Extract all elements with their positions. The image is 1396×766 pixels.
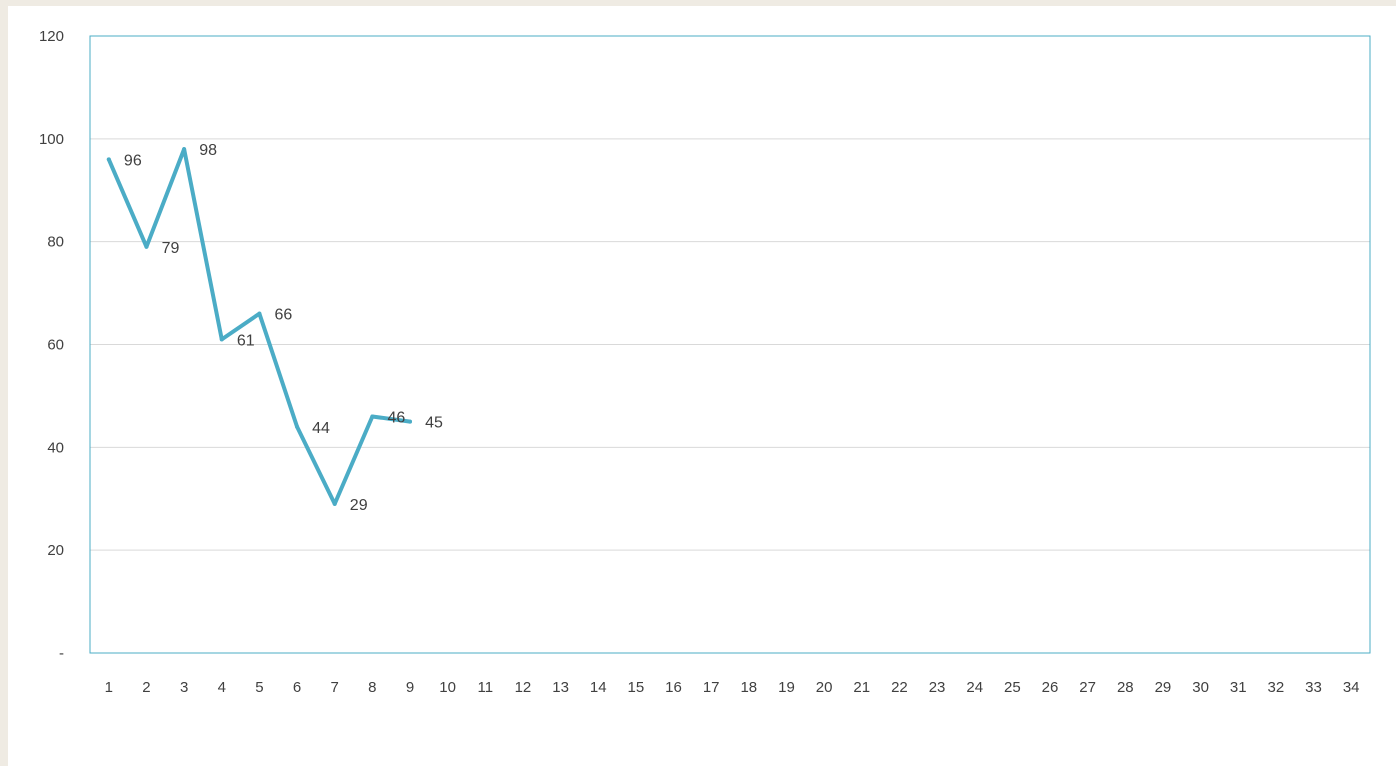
x-tick-label: 14 [590,679,607,696]
x-tick-label: 32 [1268,679,1285,696]
data-label: 79 [162,240,180,257]
series-line [106,147,412,506]
x-tick-label: 27 [1079,679,1096,696]
x-tick-label: 5 [255,679,263,696]
x-tick-label: 9 [406,679,414,696]
data-label: 66 [275,307,293,324]
x-tick-label: 30 [1192,679,1209,696]
x-tick-label: 6 [293,679,301,696]
x-tick-label: 21 [853,679,870,696]
x-tick-label: 31 [1230,679,1247,696]
data-label: 45 [425,415,443,432]
x-tick-label: 12 [515,679,532,696]
x-tick-label: 2 [142,679,150,696]
data-label: 44 [312,420,330,437]
data-points [106,147,412,506]
data-label: 29 [350,497,368,514]
x-tick-label: 8 [368,679,376,696]
data-point [106,157,111,162]
x-tick-label: 16 [665,679,682,696]
data-label: 98 [199,142,217,159]
x-tick-label: 23 [929,679,946,696]
y-axis-tick-labels: - 20 40 60 80 100 120 [39,28,64,662]
x-tick-label: 24 [966,679,983,696]
x-tick-label: 18 [740,679,757,696]
x-tick-label: 15 [628,679,645,696]
x-tick-label: 29 [1155,679,1172,696]
data-point [295,424,300,429]
data-point [144,244,149,249]
gridlines [90,138,1370,551]
x-tick-label: 3 [180,679,188,696]
x-tick-label: 4 [218,679,226,696]
y-tick-label: 80 [47,234,64,251]
data-point [182,147,187,152]
x-tick-label: 13 [552,679,569,696]
y-tick-label: - [59,645,64,662]
data-labels: 96 79 98 61 66 44 29 46 45 [124,142,443,514]
data-label: 61 [237,332,255,349]
data-point [408,419,412,424]
data-point [332,501,337,506]
y-tick-label: 20 [47,542,64,559]
x-tick-label: 28 [1117,679,1134,696]
x-tick-label: 25 [1004,679,1021,696]
x-axis-tick-labels: 1 2 3 4 5 6 7 8 9 10 11 12 13 14 15 16 17 18 19 20 21 22 23 24 2… [105,679,1360,696]
x-tick-label: 34 [1343,679,1360,696]
data-point [219,337,224,342]
x-tick-label: 17 [703,679,720,696]
chart-panel [8,6,1396,766]
data-point [257,311,262,316]
x-tick-label: 20 [816,679,833,696]
y-tick-label: 40 [47,439,64,456]
plot-frame [89,35,1371,654]
y-tick-label: 120 [39,28,64,45]
data-label: 96 [124,152,142,169]
data-point [370,414,375,419]
x-tick-label: 11 [478,679,494,696]
x-tick-label: 10 [439,679,456,696]
y-tick-label: 100 [39,131,64,148]
data-label: 46 [387,409,405,426]
x-tick-label: 22 [891,679,908,696]
series-lines [106,147,412,506]
x-tick-label: 33 [1305,679,1322,696]
y-tick-label: 60 [47,337,64,354]
x-tick-label: 1 [105,679,113,696]
x-tick-label: 19 [778,679,795,696]
x-tick-label: 26 [1042,679,1059,696]
x-tick-label: 7 [331,679,339,696]
